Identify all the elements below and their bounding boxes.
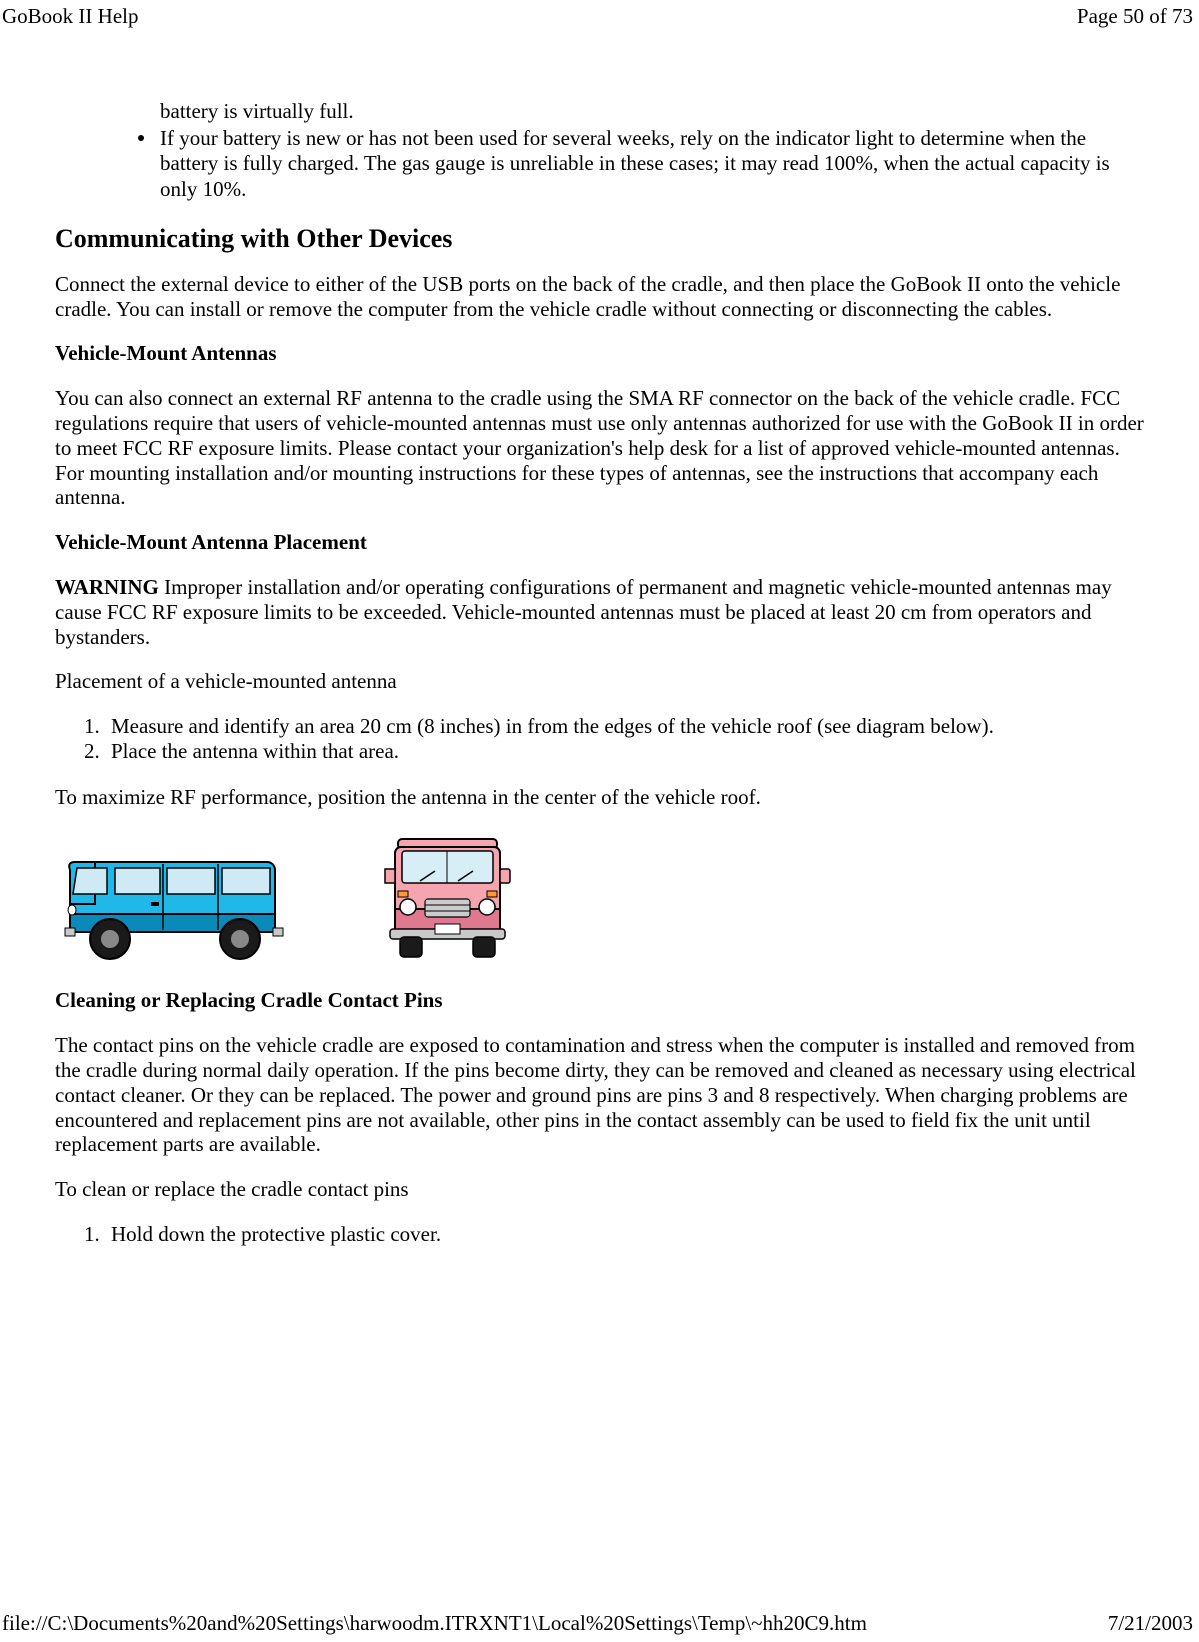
warning-paragraph: WARNING Improper installation and/or ope… bbox=[55, 575, 1144, 649]
bullet-text: If your battery is new or has not been u… bbox=[160, 126, 1110, 200]
paragraph: The contact pins on the vehicle cradle a… bbox=[55, 1033, 1144, 1157]
vehicle-diagram bbox=[55, 829, 1144, 964]
list-item: battery is virtually full. bbox=[160, 99, 1144, 124]
step-text: Measure and identify an area 20 cm (8 in… bbox=[111, 714, 994, 738]
paragraph: To clean or replace the cradle contact p… bbox=[55, 1177, 1144, 1202]
paragraph: Connect the external device to either of… bbox=[55, 272, 1144, 322]
header-right: Page 50 of 73 bbox=[1077, 4, 1193, 29]
footer-right: 7/21/2003 bbox=[1108, 1611, 1193, 1636]
van-side-icon bbox=[55, 844, 290, 964]
sub-heading-cleaning: Cleaning or Replacing Cradle Contact Pin… bbox=[55, 988, 1144, 1013]
footer-left: file://C:\Documents%20and%20Settings\har… bbox=[2, 1611, 867, 1636]
sub-heading-antennas: Vehicle-Mount Antennas bbox=[55, 341, 1144, 366]
cleaning-steps: Hold down the protective plastic cover. bbox=[55, 1222, 1144, 1247]
list-item: Place the antenna within that area. bbox=[105, 739, 1144, 764]
step-text: Place the antenna within that area. bbox=[111, 739, 399, 763]
step-text: Hold down the protective plastic cover. bbox=[111, 1222, 441, 1246]
list-item: Measure and identify an area 20 cm (8 in… bbox=[105, 714, 1144, 739]
van-front-icon bbox=[380, 829, 515, 964]
page: GoBook II Help Page 50 of 73 battery is … bbox=[0, 0, 1199, 1642]
list-item: Hold down the protective plastic cover. bbox=[105, 1222, 1144, 1247]
list-item: If your battery is new or has not been u… bbox=[160, 126, 1144, 202]
paragraph: You can also connect an external RF ante… bbox=[55, 386, 1144, 510]
bullet-list: battery is virtually full. If your batte… bbox=[160, 99, 1144, 202]
warning-label: WARNING bbox=[55, 575, 159, 599]
sub-heading-placement: Vehicle-Mount Antenna Placement bbox=[55, 530, 1144, 555]
header-left: GoBook II Help bbox=[2, 4, 138, 29]
section-heading-communicating: Communicating with Other Devices bbox=[55, 224, 1144, 254]
placement-steps: Measure and identify an area 20 cm (8 in… bbox=[55, 714, 1144, 764]
page-footer: file://C:\Documents%20and%20Settings\har… bbox=[2, 1611, 1193, 1636]
content-area: battery is virtually full. If your batte… bbox=[0, 29, 1199, 1247]
warning-text: Improper installation and/or operating c… bbox=[55, 575, 1112, 649]
page-header: GoBook II Help Page 50 of 73 bbox=[0, 0, 1199, 29]
bullet-list-wrap: battery is virtually full. If your batte… bbox=[55, 99, 1144, 202]
paragraph: To maximize RF performance, position the… bbox=[55, 785, 1144, 810]
paragraph: Placement of a vehicle-mounted antenna bbox=[55, 669, 1144, 694]
bullet-text: battery is virtually full. bbox=[160, 99, 354, 123]
